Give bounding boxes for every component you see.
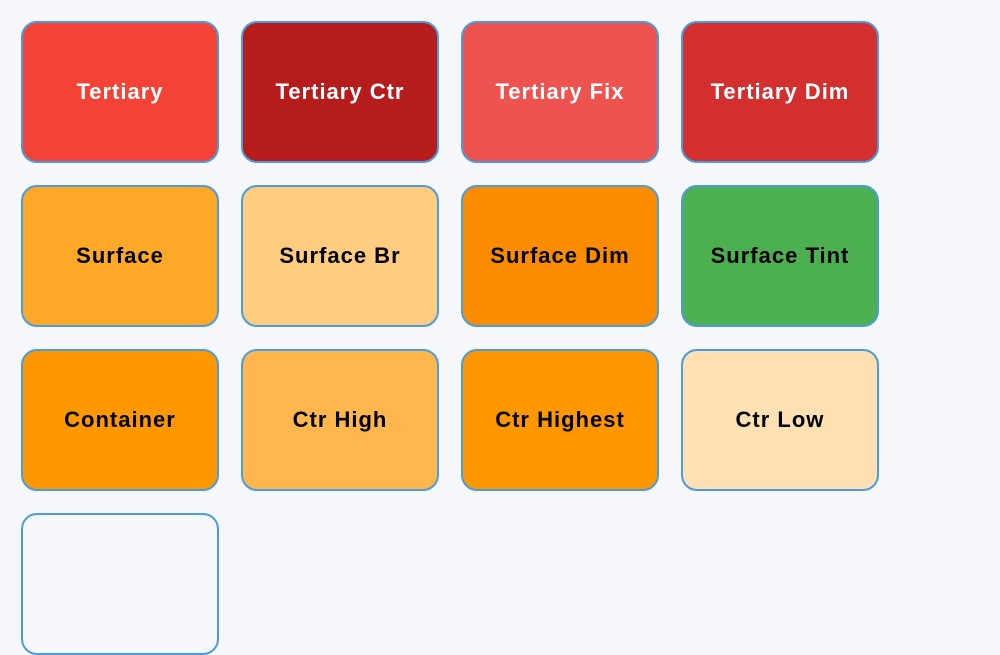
swatch-surface-br[interactable]: Surface Br: [241, 185, 439, 327]
swatch-surface-dim[interactable]: Surface Dim: [461, 185, 659, 327]
swatch-label: Ctr High: [292, 407, 388, 432]
swatch-label: Ctr Low: [735, 407, 825, 432]
swatch-label: Tertiary Fix: [495, 79, 625, 104]
swatch-label: Surface Tint: [710, 243, 850, 268]
swatch-container[interactable]: Container: [21, 349, 219, 491]
swatch-label: Container: [64, 407, 176, 432]
swatch-label: Surface Br: [279, 243, 401, 268]
swatch-ctr-high[interactable]: Ctr High: [241, 349, 439, 491]
swatch-ctr-low[interactable]: Ctr Low: [681, 349, 879, 491]
swatch-tertiary-fix[interactable]: Tertiary Fix: [461, 21, 659, 163]
swatch-surface-tint[interactable]: Surface Tint: [681, 185, 879, 327]
swatch-ctr-highest[interactable]: Ctr Highest: [461, 349, 659, 491]
color-swatch-grid: Tertiary Tertiary Ctr Tertiary Fix Terti…: [21, 21, 879, 655]
swatch-label: Tertiary Ctr: [275, 79, 405, 104]
swatch-tertiary-ctr[interactable]: Tertiary Ctr: [241, 21, 439, 163]
swatch-label: Tertiary: [76, 79, 164, 104]
swatch-tertiary[interactable]: Tertiary: [21, 21, 219, 163]
swatch-tertiary-dim[interactable]: Tertiary Dim: [681, 21, 879, 163]
swatch-label: Ctr Highest: [495, 407, 625, 432]
swatch-surface[interactable]: Surface: [21, 185, 219, 327]
swatch-partial-next-row[interactable]: [21, 513, 219, 655]
swatch-label: Tertiary Dim: [710, 79, 850, 104]
swatch-label: Surface: [76, 243, 164, 268]
swatch-label: Surface Dim: [490, 243, 630, 268]
